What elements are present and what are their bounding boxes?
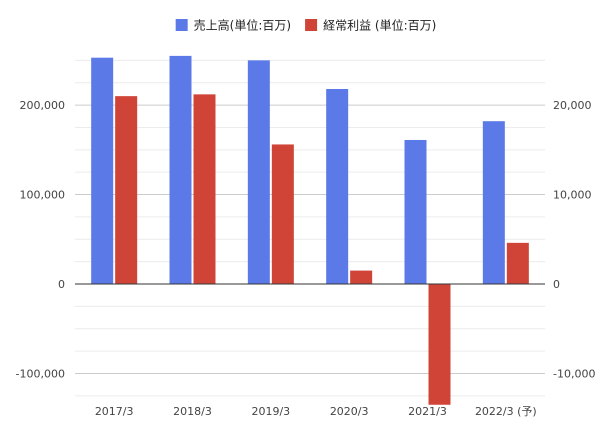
- y-right-tick-label: 0: [553, 278, 560, 291]
- bar-sales: [169, 55, 192, 285]
- y-right-tick-labels: -10,000 0 10,000 20,000: [553, 99, 595, 380]
- legend-label: 売上高(単位:百万): [194, 18, 291, 33]
- x-tick-labels: 2017/3 2018/3 2019/3 2020/3 2021/3 2022/3 (予): [95, 405, 537, 418]
- bar-sales: [326, 88, 349, 284]
- legend-item-sales: 売上高(単位:百万): [175, 18, 291, 33]
- bar-sales: [482, 121, 505, 285]
- x-tick-label: 2018/3: [173, 405, 212, 418]
- legend-swatch: [175, 19, 188, 31]
- y-left-tick-label: 200,000: [20, 99, 66, 112]
- y-left-tick-label: 100,000: [20, 189, 66, 202]
- bar-profit: [193, 94, 216, 285]
- bar-profit: [506, 242, 529, 284]
- x-tick-label: 2022/3 (予): [475, 405, 537, 418]
- x-tick-label: 2021/3: [408, 405, 447, 418]
- legend: 売上高(単位:百万) 経常利益 (単位:百万): [175, 18, 436, 33]
- x-tick-label: 2017/3: [95, 405, 134, 418]
- x-tick-label: 2019/3: [251, 405, 290, 418]
- bar-sales: [404, 139, 427, 284]
- x-tick-label: 2020/3: [330, 405, 369, 418]
- bar-profit: [428, 284, 451, 405]
- legend-label: 経常利益 (単位:百万): [323, 18, 436, 33]
- bar-profit: [271, 144, 294, 284]
- legend-item-profit: 経常利益 (単位:百万): [305, 18, 436, 33]
- legend-swatch: [305, 19, 318, 31]
- y-left-tick-label: 0: [58, 278, 65, 291]
- y-left-tick-labels: -100,000 0 100,000 200,000: [16, 99, 65, 380]
- bar-profit: [350, 270, 373, 284]
- y-right-tick-label: 20,000: [553, 99, 592, 112]
- bar-profit: [115, 96, 138, 285]
- bar-sales: [91, 57, 114, 285]
- gridlines: [75, 59, 545, 397]
- y-left-tick-label: -100,000: [16, 367, 65, 380]
- y-right-tick-label: 10,000: [553, 189, 592, 202]
- bars: [91, 55, 529, 405]
- bar-sales: [247, 60, 270, 285]
- y-right-tick-label: -10,000: [553, 367, 595, 380]
